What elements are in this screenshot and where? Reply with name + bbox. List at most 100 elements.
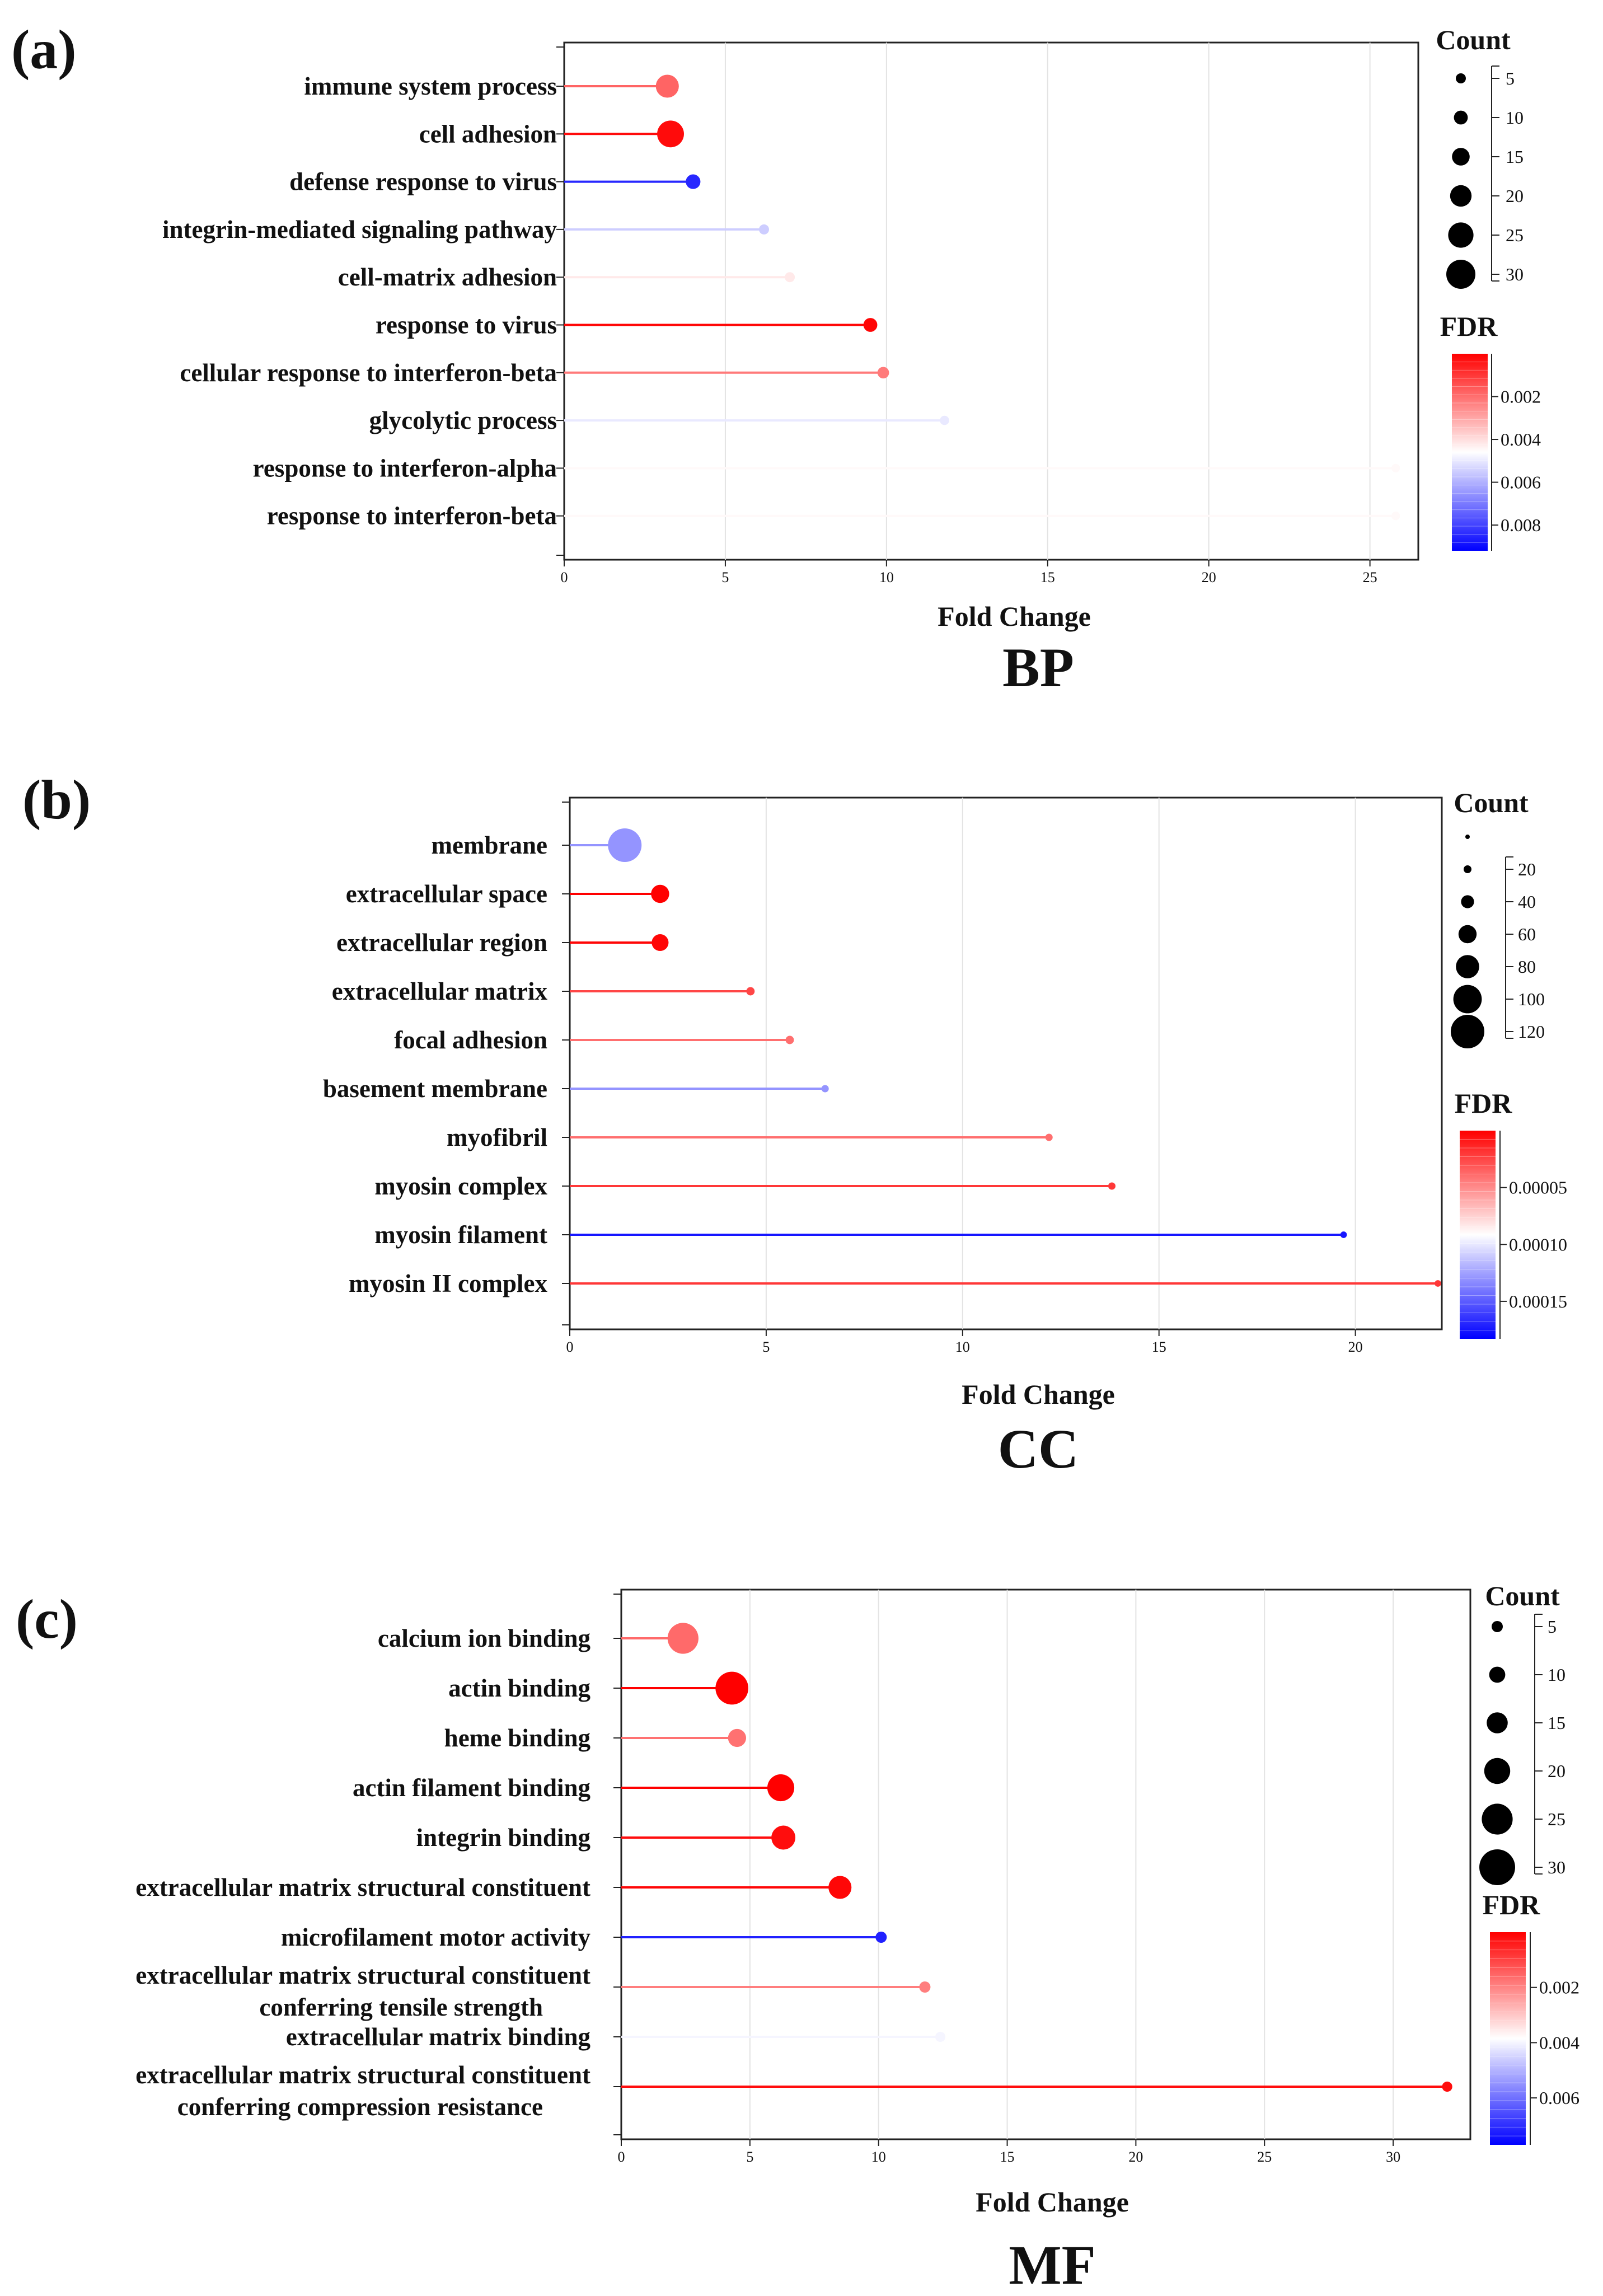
category-label: actin filament binding	[353, 1774, 591, 1802]
fdr-legend-label: 0.00005	[1509, 1178, 1567, 1198]
category-label: extracellular matrix binding	[286, 2023, 591, 2051]
lollipop-dot	[651, 934, 669, 952]
x-tick-label: 15	[1040, 569, 1055, 585]
lollipop-dot	[686, 174, 701, 189]
category-label: actin binding	[448, 1674, 590, 1702]
category-label-line: extracellular matrix structural constitu…	[135, 2061, 590, 2089]
category-label: basement membrane	[323, 1075, 547, 1103]
x-tick-label: 20	[1202, 569, 1216, 585]
count-legend-dot	[1454, 110, 1468, 125]
count-legend-dot	[1479, 1849, 1515, 1885]
category-label: extracellular matrix structural constitu…	[135, 2061, 590, 2121]
category-label: glycolytic process	[369, 406, 557, 434]
count-legend-label: 25	[1548, 1809, 1565, 1829]
count-legend-title: Count	[1436, 24, 1511, 55]
lollipop-dot	[919, 1981, 931, 1993]
fdr-legend-label: 0.008	[1501, 515, 1541, 535]
fdr-legend-label: 0.006	[1539, 2088, 1579, 2108]
count-legend-label: 30	[1548, 1857, 1565, 1877]
lollipop-dot	[877, 367, 889, 379]
panel-a-bp: (a) BP 0 5 10 15 20 25 Fold Change immune system …	[11, 18, 1541, 699]
count-legend-dot	[1465, 835, 1470, 839]
lollipop-dot	[863, 318, 878, 332]
lollipop-dot	[1045, 1133, 1053, 1141]
category-label-line: conferring tensile strength	[259, 1993, 543, 2021]
category-label: myosin II complex	[349, 1269, 548, 1297]
category-label: focal adhesion	[394, 1026, 547, 1054]
category-label: calcium ion binding	[378, 1624, 591, 1652]
lollipop-dot	[940, 415, 949, 425]
lollipop-dot	[935, 2031, 946, 2042]
count-legend-label: 80	[1518, 957, 1536, 977]
panel-title: MF	[1009, 2234, 1095, 2296]
category-label: myosin complex	[374, 1172, 547, 1200]
count-legend-label: 20	[1548, 1761, 1565, 1781]
fdr-legend-title: FDR	[1455, 1088, 1513, 1119]
x-axis-label: Fold Change	[938, 601, 1091, 632]
category-label: defense response to virus	[289, 168, 557, 196]
count-legend-dot	[1492, 1621, 1503, 1632]
lollipop-dot	[655, 74, 679, 98]
x-axis-label: Fold Change	[976, 2186, 1129, 2218]
count-legend-dot	[1482, 1803, 1513, 1835]
count-legend-label: 15	[1506, 147, 1524, 167]
count-legend-dot	[1487, 1712, 1508, 1733]
lollipop-dot	[1391, 463, 1400, 473]
fdr-legend-label: 0.004	[1501, 429, 1541, 449]
count-legend-dot	[1461, 895, 1474, 908]
category-label-line: extracellular matrix structural constitu…	[135, 1961, 590, 1989]
lollipop-dot	[667, 1623, 699, 1654]
panel-letter: (c)	[16, 1588, 78, 1650]
x-tick-label: 10	[955, 1339, 970, 1355]
category-label: extracellular matrix	[332, 977, 548, 1005]
category-label: integrin binding	[416, 1824, 591, 1852]
lollipop-dot	[771, 1825, 796, 1850]
category-label: response to interferon-alpha	[253, 454, 557, 482]
count-legend-label: 15	[1548, 1713, 1565, 1733]
lollipop-dot	[728, 1728, 747, 1747]
lollipop-dot	[875, 1932, 887, 1943]
count-legend-dot	[1456, 73, 1466, 83]
lollipop-dot	[608, 828, 642, 862]
fdr-colorbar	[1452, 354, 1488, 551]
x-tick-label: 0	[566, 1339, 574, 1355]
panel-letter: (a)	[11, 18, 77, 81]
x-tick-label: 10	[871, 2149, 886, 2165]
count-legend-label: 5	[1506, 68, 1515, 88]
count-legend-label: 5	[1548, 1616, 1557, 1637]
category-label: immune system process	[304, 72, 557, 100]
count-legend-dot	[1456, 955, 1479, 978]
count-legend-dot	[1458, 925, 1477, 944]
lollipop-dot	[715, 1671, 749, 1705]
count-legend-title: Count	[1454, 787, 1529, 818]
count-legend-label: 10	[1506, 107, 1524, 128]
fdr-legend-label: 0.004	[1539, 2032, 1579, 2053]
count-legend-label: 30	[1506, 264, 1524, 284]
count-legend-label: 20	[1506, 186, 1524, 206]
category-label: microfilament motor activity	[281, 1923, 591, 1951]
lollipop-dot	[767, 1774, 795, 1802]
category-label: response to interferon-beta	[267, 502, 557, 530]
panel-b-cc: (b) CC 0 5 10 15 20 Fold Change membrane extracel…	[22, 769, 1567, 1480]
fdr-legend-title: FDR	[1483, 1889, 1541, 1920]
fdr-legend-label: 0.00015	[1509, 1291, 1567, 1311]
x-tick-label: 5	[721, 569, 729, 585]
count-legend-title: Count	[1485, 1580, 1560, 1611]
category-label: myofibril	[447, 1123, 547, 1151]
count-legend-dot	[1453, 985, 1482, 1014]
x-tick-label: 15	[1000, 2149, 1015, 2165]
lollipop-dot	[1391, 512, 1400, 521]
category-label: response to virus	[376, 311, 557, 339]
category-label: extracellular matrix structural constitu…	[135, 1961, 590, 2021]
fdr-legend-title: FDR	[1440, 311, 1498, 342]
lollipop-dot	[746, 987, 755, 996]
panel-title: CC	[998, 1418, 1079, 1480]
x-tick-label: 5	[746, 2149, 753, 2165]
x-tick-label: 25	[1363, 569, 1377, 585]
category-label: integrin-mediated signaling pathway	[162, 215, 557, 243]
x-tick-label: 0	[618, 2149, 625, 2165]
category-label: extracellular matrix structural constitu…	[135, 1873, 590, 1901]
count-legend-dot	[1452, 148, 1470, 166]
category-label: heme binding	[444, 1724, 591, 1752]
plot-frame	[563, 41, 1419, 561]
